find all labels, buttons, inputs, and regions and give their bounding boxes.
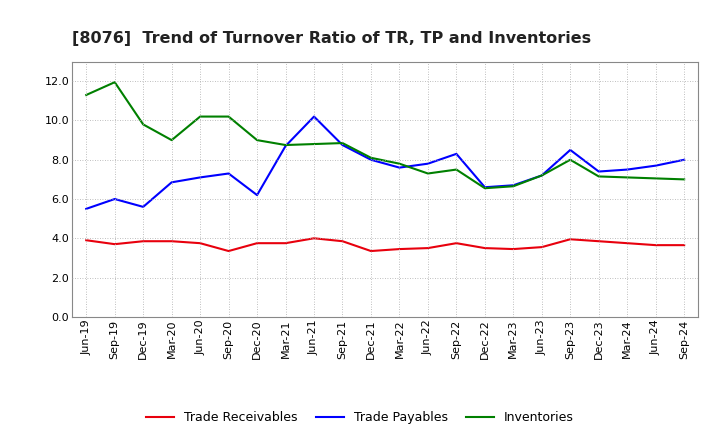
Inventories: [566, 157, 575, 162]
Inventories: [225, 114, 233, 119]
Trade Receivables: [595, 238, 603, 244]
Line: Trade Receivables: Trade Receivables: [86, 238, 684, 251]
Trade Receivables: [310, 236, 318, 241]
Trade Receivables: [480, 246, 489, 251]
Trade Receivables: [623, 241, 631, 246]
Trade Receivables: [652, 242, 660, 248]
Legend: Trade Receivables, Trade Payables, Inventories: Trade Receivables, Trade Payables, Inven…: [141, 407, 579, 429]
Trade Receivables: [82, 238, 91, 243]
Inventories: [452, 167, 461, 172]
Inventories: [537, 173, 546, 178]
Trade Receivables: [196, 241, 204, 246]
Trade Receivables: [167, 238, 176, 244]
Inventories: [139, 122, 148, 127]
Trade Payables: [566, 147, 575, 153]
Trade Payables: [310, 114, 318, 119]
Inventories: [623, 175, 631, 180]
Trade Receivables: [110, 242, 119, 247]
Trade Payables: [82, 206, 91, 212]
Trade Receivables: [423, 246, 432, 251]
Inventories: [652, 176, 660, 181]
Trade Payables: [423, 161, 432, 166]
Trade Receivables: [395, 246, 404, 252]
Trade Receivables: [452, 241, 461, 246]
Trade Payables: [537, 173, 546, 178]
Inventories: [595, 174, 603, 179]
Text: [8076]  Trend of Turnover Ratio of TR, TP and Inventories: [8076] Trend of Turnover Ratio of TR, TP…: [72, 31, 591, 46]
Trade Payables: [366, 157, 375, 162]
Trade Receivables: [225, 249, 233, 254]
Line: Trade Payables: Trade Payables: [86, 117, 684, 209]
Trade Payables: [253, 192, 261, 198]
Line: Inventories: Inventories: [86, 82, 684, 188]
Inventories: [480, 186, 489, 191]
Trade Payables: [452, 151, 461, 157]
Inventories: [82, 92, 91, 98]
Inventories: [110, 80, 119, 85]
Trade Payables: [196, 175, 204, 180]
Trade Receivables: [509, 246, 518, 252]
Trade Payables: [395, 165, 404, 170]
Trade Receivables: [282, 241, 290, 246]
Trade Payables: [480, 185, 489, 190]
Trade Payables: [225, 171, 233, 176]
Inventories: [253, 137, 261, 143]
Trade Payables: [680, 157, 688, 162]
Trade Receivables: [139, 238, 148, 244]
Inventories: [509, 183, 518, 189]
Trade Payables: [110, 196, 119, 202]
Inventories: [310, 141, 318, 147]
Trade Payables: [338, 143, 347, 148]
Trade Payables: [623, 167, 631, 172]
Trade Receivables: [680, 242, 688, 248]
Inventories: [366, 155, 375, 161]
Inventories: [167, 137, 176, 143]
Trade Payables: [139, 204, 148, 209]
Trade Receivables: [566, 237, 575, 242]
Trade Payables: [282, 143, 290, 149]
Inventories: [395, 161, 404, 166]
Trade Receivables: [366, 249, 375, 254]
Trade Receivables: [338, 238, 347, 244]
Trade Payables: [652, 163, 660, 168]
Trade Receivables: [537, 245, 546, 250]
Inventories: [282, 143, 290, 148]
Inventories: [680, 177, 688, 182]
Trade Payables: [509, 183, 518, 188]
Inventories: [423, 171, 432, 176]
Trade Receivables: [253, 241, 261, 246]
Inventories: [338, 140, 347, 146]
Trade Payables: [167, 180, 176, 185]
Trade Payables: [595, 169, 603, 174]
Inventories: [196, 114, 204, 119]
